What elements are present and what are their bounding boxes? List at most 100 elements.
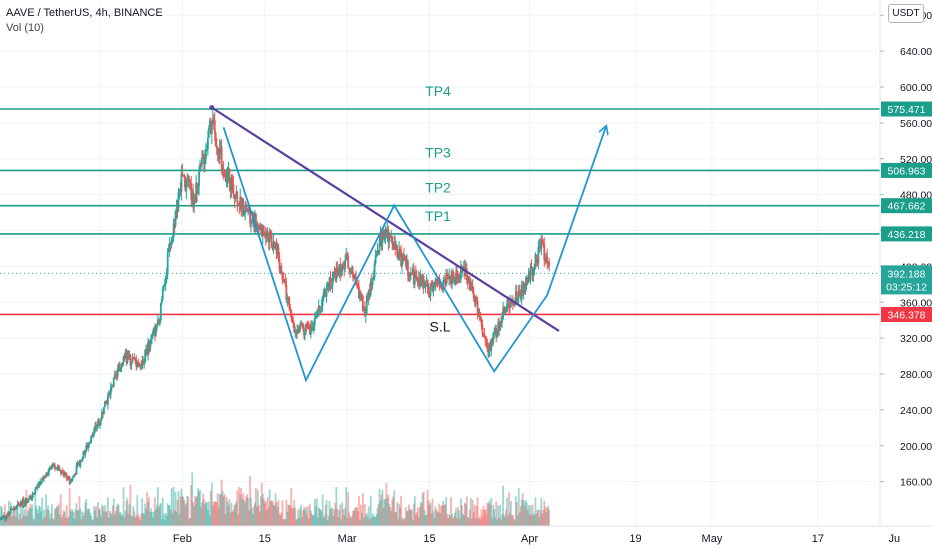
volume-bar [241,498,244,526]
candle [115,370,118,381]
volume-indicator-label[interactable]: Vol (10) [6,22,44,34]
candle [304,332,306,341]
candle-body [399,249,402,251]
candle-body [507,300,509,305]
volume-bar [297,509,300,526]
candle-body [60,471,63,473]
candle [56,464,59,472]
candle [201,150,203,171]
volume-bar [528,514,531,526]
candle [78,459,81,468]
candle-body [18,503,21,507]
volume-bar [371,513,374,526]
candle [342,261,345,270]
candle-body [443,280,446,282]
candle [208,117,211,130]
volume-bar [410,510,413,526]
volume-bar [272,504,275,526]
candle-body [322,292,325,296]
volume-bar [237,514,240,526]
price-level-tag [881,101,932,117]
volume-bar [56,507,59,526]
volume-bar [366,517,369,526]
volume-bar [517,488,520,526]
volume-bar [390,510,393,526]
volume-bar [473,504,476,526]
candle [407,259,409,282]
candle [122,355,125,367]
volume-bar [295,519,298,526]
candle-body [424,284,427,287]
candle [166,247,169,280]
candle-body [401,261,403,267]
volume-bar [531,504,534,526]
candle [333,266,336,276]
candle [143,358,146,369]
currency-button[interactable]: USDT [888,4,924,23]
candle-body [56,465,59,468]
candle [505,307,507,315]
candle [180,165,183,201]
candle-body [15,505,18,509]
candle-body [510,298,513,300]
candle [376,243,379,257]
candle-body [217,153,220,160]
candle [44,474,47,479]
volume-bar [440,506,443,526]
volume-bar [97,501,99,526]
candle [188,175,191,190]
volume-bar [235,501,238,526]
candle [454,276,456,286]
volume-bar [529,505,532,526]
candle-body [164,277,167,284]
candle [341,263,344,276]
volume-bar [327,515,330,526]
candle-body [268,231,271,243]
candle [65,472,68,482]
candle [5,512,8,521]
candle-body [503,308,505,313]
candle-body [479,316,482,322]
candle-body [352,272,354,279]
candle-body [371,279,374,286]
candle [470,280,473,291]
volume-bar [470,518,473,526]
candle-body [42,478,45,480]
candle-body [176,208,179,211]
candle-body [12,507,15,511]
candle-body [43,477,46,479]
candle-body [510,298,512,308]
volume-bar [189,518,192,526]
candle [316,308,319,318]
candle [198,166,200,196]
symbol-title[interactable]: AAVE / TetherUS, 4h, BINANCE [6,7,163,19]
volume-bar [41,497,44,526]
candle [114,371,117,380]
candle [346,251,349,259]
candle-body [172,224,175,238]
candle-body [280,266,283,272]
candle-body [535,254,538,263]
volume-bar [37,513,40,526]
candle [54,462,56,472]
candle-body [160,299,163,304]
volume-bar [521,493,524,526]
candle-body [162,285,165,290]
candle-body [348,267,351,269]
volume-bar [486,502,489,526]
time-tick-label: Feb [173,533,192,545]
candle-body [436,282,439,284]
candle [303,324,305,340]
candle [515,285,518,305]
volume-bar [399,507,402,526]
candle [487,342,490,358]
volume-bar [332,515,335,526]
volume-bar [326,519,329,526]
volume-bar [152,517,154,526]
candle [156,313,159,326]
volume-bar [356,506,358,526]
volume-bar [71,509,74,526]
price-tick-label: 600.000 [900,82,932,94]
candle [157,318,160,325]
